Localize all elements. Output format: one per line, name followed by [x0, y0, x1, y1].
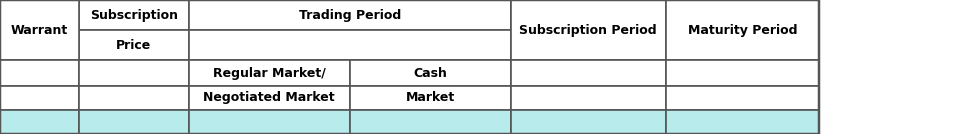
Text: Negotiated Market: Negotiated Market [203, 91, 335, 104]
Bar [79, 30, 189, 60]
Bar [79, 60, 189, 86]
Bar [0, 0, 79, 60]
Bar [666, 0, 819, 60]
Bar [666, 0, 819, 30]
Bar [189, 60, 350, 86]
Text: Subscription Period: Subscription Period [519, 24, 657, 37]
Bar [189, 110, 350, 134]
Bar [511, 0, 666, 30]
Bar [0, 110, 79, 134]
Bar [79, 110, 189, 134]
Bar [79, 0, 189, 30]
Text: Regular Market/: Regular Market/ [213, 66, 326, 80]
Bar [189, 86, 350, 110]
Bar [0, 0, 819, 134]
Bar [350, 86, 511, 110]
Bar [511, 0, 666, 60]
Text: Warrant: Warrant [11, 24, 68, 37]
Bar [189, 30, 511, 60]
Bar [0, 60, 79, 86]
Text: Cash: Cash [413, 66, 447, 80]
Bar [511, 110, 666, 134]
Bar [350, 110, 511, 134]
Bar [511, 86, 666, 110]
Bar [666, 60, 819, 86]
Text: Subscription: Subscription [90, 9, 177, 22]
Text: Price: Price [116, 39, 151, 52]
Bar [0, 0, 79, 30]
Bar [0, 86, 79, 110]
Text: Maturity Period: Maturity Period [688, 24, 797, 37]
Bar [666, 110, 819, 134]
Bar [511, 60, 666, 86]
Bar [79, 86, 189, 110]
Text: Trading Period: Trading Period [299, 9, 400, 22]
Bar [189, 0, 511, 30]
Bar [666, 86, 819, 110]
Bar [350, 60, 511, 86]
Text: Market: Market [405, 91, 455, 104]
